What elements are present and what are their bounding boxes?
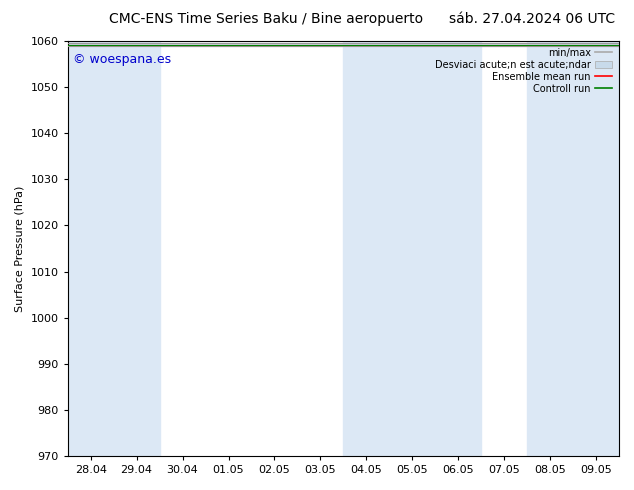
Text: © woespana.es: © woespana.es <box>73 53 171 67</box>
Bar <box>68 41 113 456</box>
Y-axis label: Surface Pressure (hPa): Surface Pressure (hPa) <box>15 185 25 312</box>
Text: CMC-ENS Time Series Baku / Bine aeropuerto: CMC-ENS Time Series Baku / Bine aeropuer… <box>109 12 424 26</box>
Legend: min/max, Desviaci acute;n est acute;ndar, Ensemble mean run, Controll run: min/max, Desviaci acute;n est acute;ndar… <box>431 44 616 98</box>
Text: sáb. 27.04.2024 06 UTC: sáb. 27.04.2024 06 UTC <box>449 12 615 26</box>
Bar <box>389 41 435 456</box>
Bar <box>527 41 573 456</box>
Bar <box>573 41 619 456</box>
Bar <box>435 41 481 456</box>
Bar <box>113 41 160 456</box>
Bar <box>344 41 389 456</box>
